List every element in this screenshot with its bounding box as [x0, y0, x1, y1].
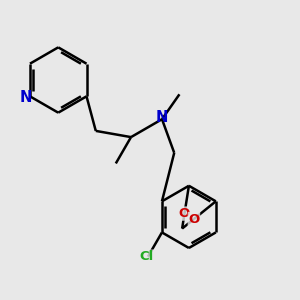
Text: O: O — [179, 207, 190, 220]
Text: O: O — [188, 212, 200, 226]
Text: Cl: Cl — [139, 250, 154, 263]
Text: N: N — [20, 90, 32, 105]
Text: N: N — [156, 110, 168, 125]
